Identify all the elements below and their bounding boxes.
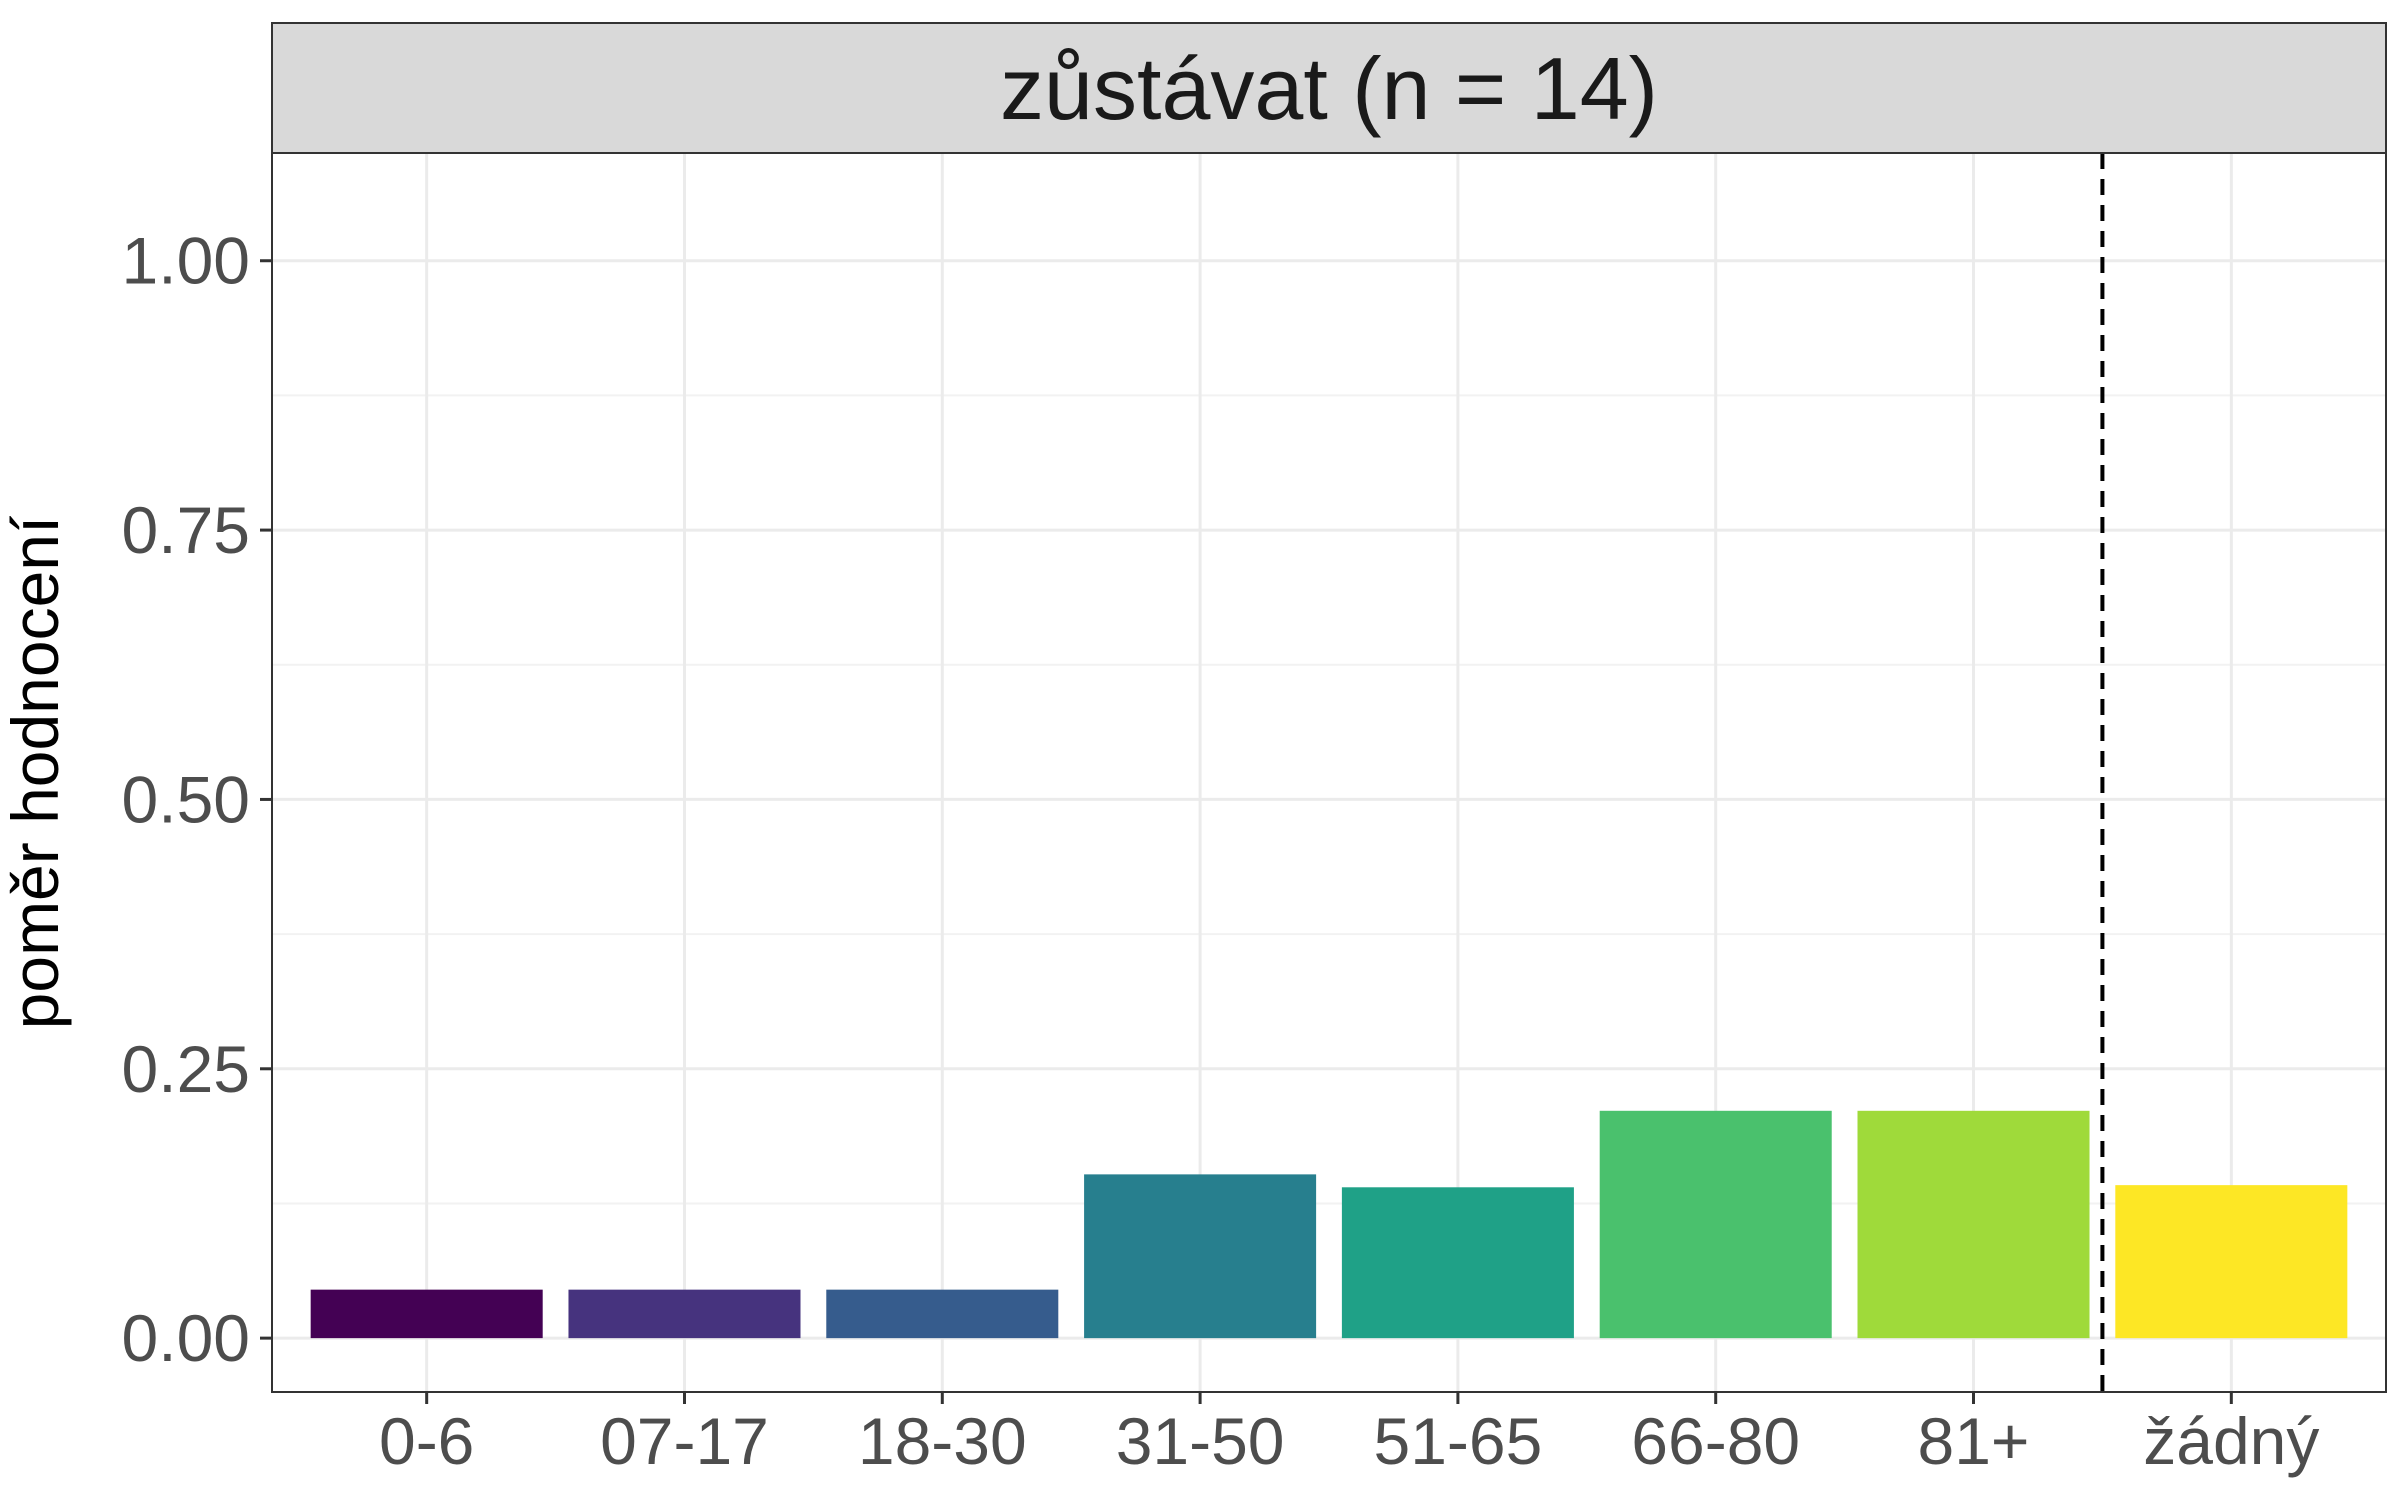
y-tick-label: 0.75	[122, 493, 250, 567]
x-tick-label: 0-6	[379, 1404, 474, 1478]
bar-51-65	[1341, 1187, 1574, 1339]
x-tick-label: 66-80	[1631, 1404, 1800, 1478]
x-tick-label: žádný	[2143, 1404, 2319, 1478]
panel-border	[271, 152, 2387, 1393]
x-tick-label: 31-50	[1116, 1404, 1285, 1478]
x-tick-label: 81+	[1918, 1404, 2030, 1478]
y-axis-title: poměr hodnocení	[0, 515, 72, 1029]
y-tick-label: 0.25	[122, 1032, 250, 1106]
y-tick-label: 1.00	[122, 224, 250, 298]
bar-07-17	[568, 1289, 801, 1339]
bar-žádný	[2115, 1185, 2348, 1339]
x-tick-label: 51-65	[1373, 1404, 1542, 1478]
panel-strip	[271, 22, 2387, 154]
bar-31-50	[1084, 1174, 1317, 1339]
panel-title: zůstávat (n = 14)	[1000, 39, 1658, 138]
x-tick-label: 07-17	[600, 1404, 769, 1478]
bar-0-6	[310, 1289, 543, 1339]
y-tick-label: 0.50	[122, 762, 250, 836]
bar-81+	[1857, 1110, 2090, 1339]
x-tick-label: 18-30	[858, 1404, 1027, 1478]
bar-18-30	[826, 1289, 1059, 1339]
y-tick-label: 0.00	[122, 1301, 250, 1375]
bar-66-80	[1599, 1110, 1832, 1339]
